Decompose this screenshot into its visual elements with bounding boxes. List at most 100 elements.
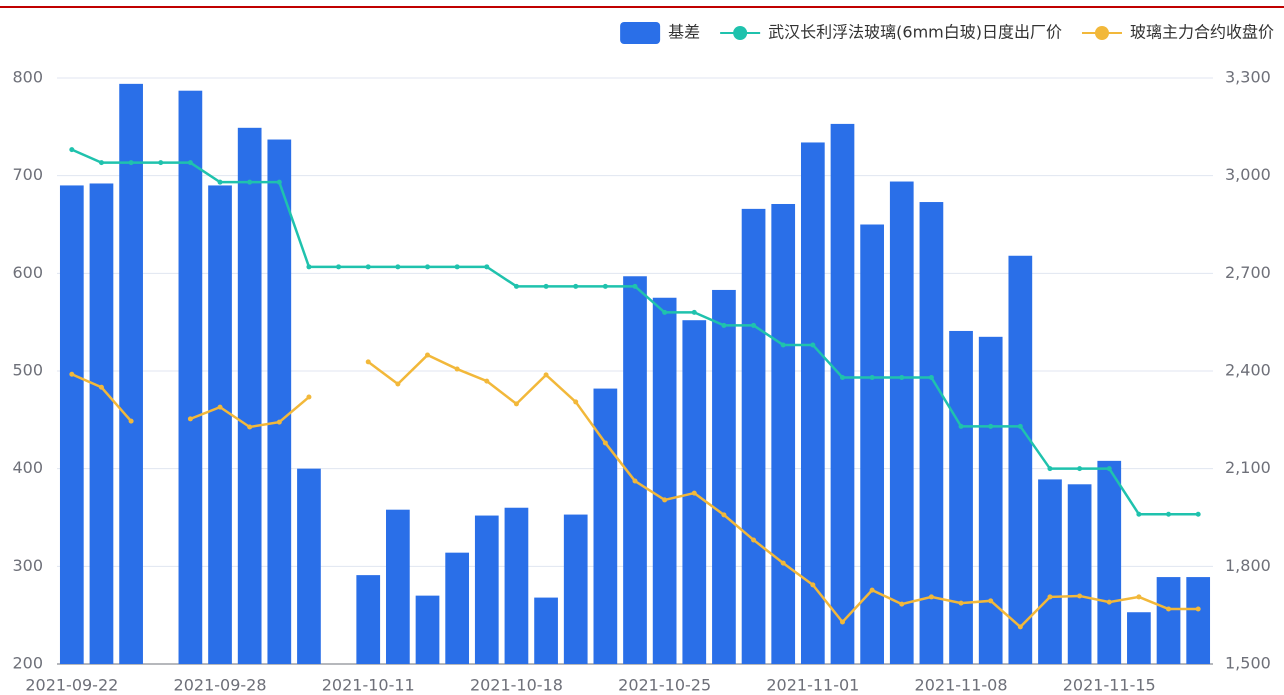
point — [217, 179, 223, 185]
point — [454, 264, 460, 270]
x-tick-label: 2021-11-15 — [1063, 676, 1156, 695]
y-tick-label: 500 — [12, 361, 43, 380]
point — [1017, 423, 1023, 429]
point — [247, 179, 253, 185]
y2-tick-label: 2,100 — [1225, 458, 1271, 477]
bar — [1097, 460, 1122, 664]
point — [899, 375, 905, 381]
point — [98, 160, 104, 166]
legend-item: 武汉长利浮法玻璃(6mm白玻)日度出厂价 — [720, 23, 1062, 42]
bar — [1067, 484, 1092, 664]
y-tick-label: 200 — [12, 654, 43, 673]
bar — [119, 83, 143, 665]
point — [958, 600, 964, 606]
x-tick-label: 2021-11-08 — [915, 676, 1008, 695]
point — [306, 394, 312, 400]
y2-tick-label: 1,500 — [1225, 654, 1271, 673]
bar — [949, 330, 973, 664]
point — [336, 264, 342, 270]
bar — [178, 90, 203, 665]
point — [187, 416, 193, 422]
point — [425, 352, 431, 358]
bar — [919, 202, 944, 664]
point — [276, 179, 282, 185]
point — [1106, 599, 1112, 605]
bar — [1008, 255, 1033, 664]
bar — [978, 336, 1003, 664]
y2-tick-label: 2,400 — [1225, 361, 1271, 380]
bar — [1156, 577, 1181, 664]
point — [306, 264, 312, 270]
bar — [593, 388, 618, 664]
point — [543, 283, 549, 289]
bar — [59, 185, 84, 664]
point — [1136, 511, 1142, 517]
point — [899, 601, 905, 607]
point — [869, 375, 875, 381]
point — [810, 582, 816, 588]
bar — [741, 208, 766, 664]
point — [1047, 594, 1053, 600]
point — [128, 418, 134, 424]
point — [751, 537, 757, 543]
bar — [1186, 577, 1211, 664]
point — [958, 423, 964, 429]
legend-swatch — [1081, 26, 1122, 40]
point — [1077, 466, 1083, 472]
point — [1136, 594, 1142, 600]
bar — [771, 203, 796, 665]
bar — [889, 181, 914, 664]
y2-tick-label: 1,800 — [1225, 556, 1271, 575]
legend-item: 玻璃主力合约收盘价 — [1081, 23, 1274, 42]
bar — [1127, 612, 1151, 664]
point — [780, 342, 786, 348]
point — [484, 378, 490, 384]
bar — [89, 183, 114, 665]
bar — [712, 289, 736, 664]
point — [573, 283, 579, 289]
point — [988, 423, 994, 429]
point — [98, 384, 104, 390]
point — [365, 359, 371, 365]
legend-item: 基差 — [620, 22, 700, 44]
point — [839, 619, 845, 625]
point — [365, 264, 371, 270]
bar — [1038, 479, 1062, 664]
y2-tick-label: 2,700 — [1225, 263, 1271, 282]
y2-tick-label: 3,000 — [1225, 165, 1271, 184]
point — [1077, 593, 1083, 599]
point — [69, 147, 75, 153]
point — [1195, 511, 1201, 517]
point — [602, 440, 608, 446]
y-tick-label: 300 — [12, 556, 43, 575]
point — [869, 587, 875, 593]
bar — [386, 509, 410, 664]
point — [691, 490, 697, 496]
y-tick-label: 800 — [12, 68, 43, 87]
point — [632, 478, 638, 484]
point — [780, 560, 786, 566]
point — [751, 322, 757, 328]
x-tick-label: 2021-11-01 — [766, 676, 859, 695]
point — [1106, 466, 1112, 472]
bar — [297, 468, 321, 664]
bar — [800, 142, 825, 664]
bar — [474, 515, 499, 664]
x-tick-label: 2021-10-18 — [470, 676, 563, 695]
point — [573, 399, 579, 405]
y-tick-label: 700 — [12, 165, 43, 184]
point — [543, 372, 549, 378]
bar — [623, 276, 647, 664]
point — [1017, 624, 1023, 630]
legend-label: 玻璃主力合约收盘价 — [1130, 23, 1274, 42]
y-tick-label: 600 — [12, 263, 43, 282]
legend-label: 武汉长利浮法玻璃(6mm白玻)日度出厂价 — [768, 23, 1062, 42]
point — [513, 283, 519, 289]
point — [928, 594, 934, 600]
bar — [208, 185, 232, 664]
bar — [267, 139, 292, 664]
point — [128, 160, 134, 166]
point — [691, 309, 697, 315]
point — [1047, 466, 1053, 472]
